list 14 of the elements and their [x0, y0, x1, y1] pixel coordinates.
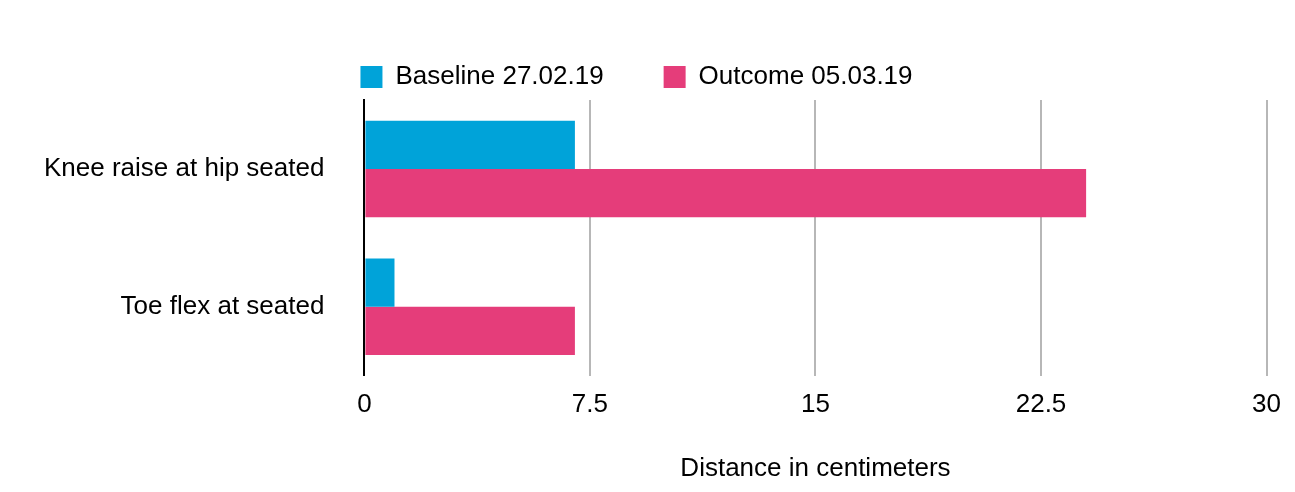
x-axis-title: Distance in centimeters: [680, 451, 951, 482]
bar: [365, 120, 575, 169]
x-tick-label: 22.5: [1015, 388, 1067, 419]
bar: [365, 168, 1087, 218]
legend-label: Outcome 05.03.19: [698, 60, 913, 91]
x-tick-label: 30: [1252, 388, 1281, 419]
y-tick-label: Knee raise at hip seated: [43, 152, 325, 183]
bar: [365, 306, 575, 355]
legend-label: Baseline 27.02.19: [395, 60, 604, 91]
bar: [365, 258, 395, 307]
x-tick-label: 0: [357, 388, 372, 419]
x-tick-label: 15: [801, 388, 830, 419]
x-tick-label: 7.5: [571, 388, 609, 419]
y-tick-label: Toe flex at seated: [120, 289, 325, 320]
